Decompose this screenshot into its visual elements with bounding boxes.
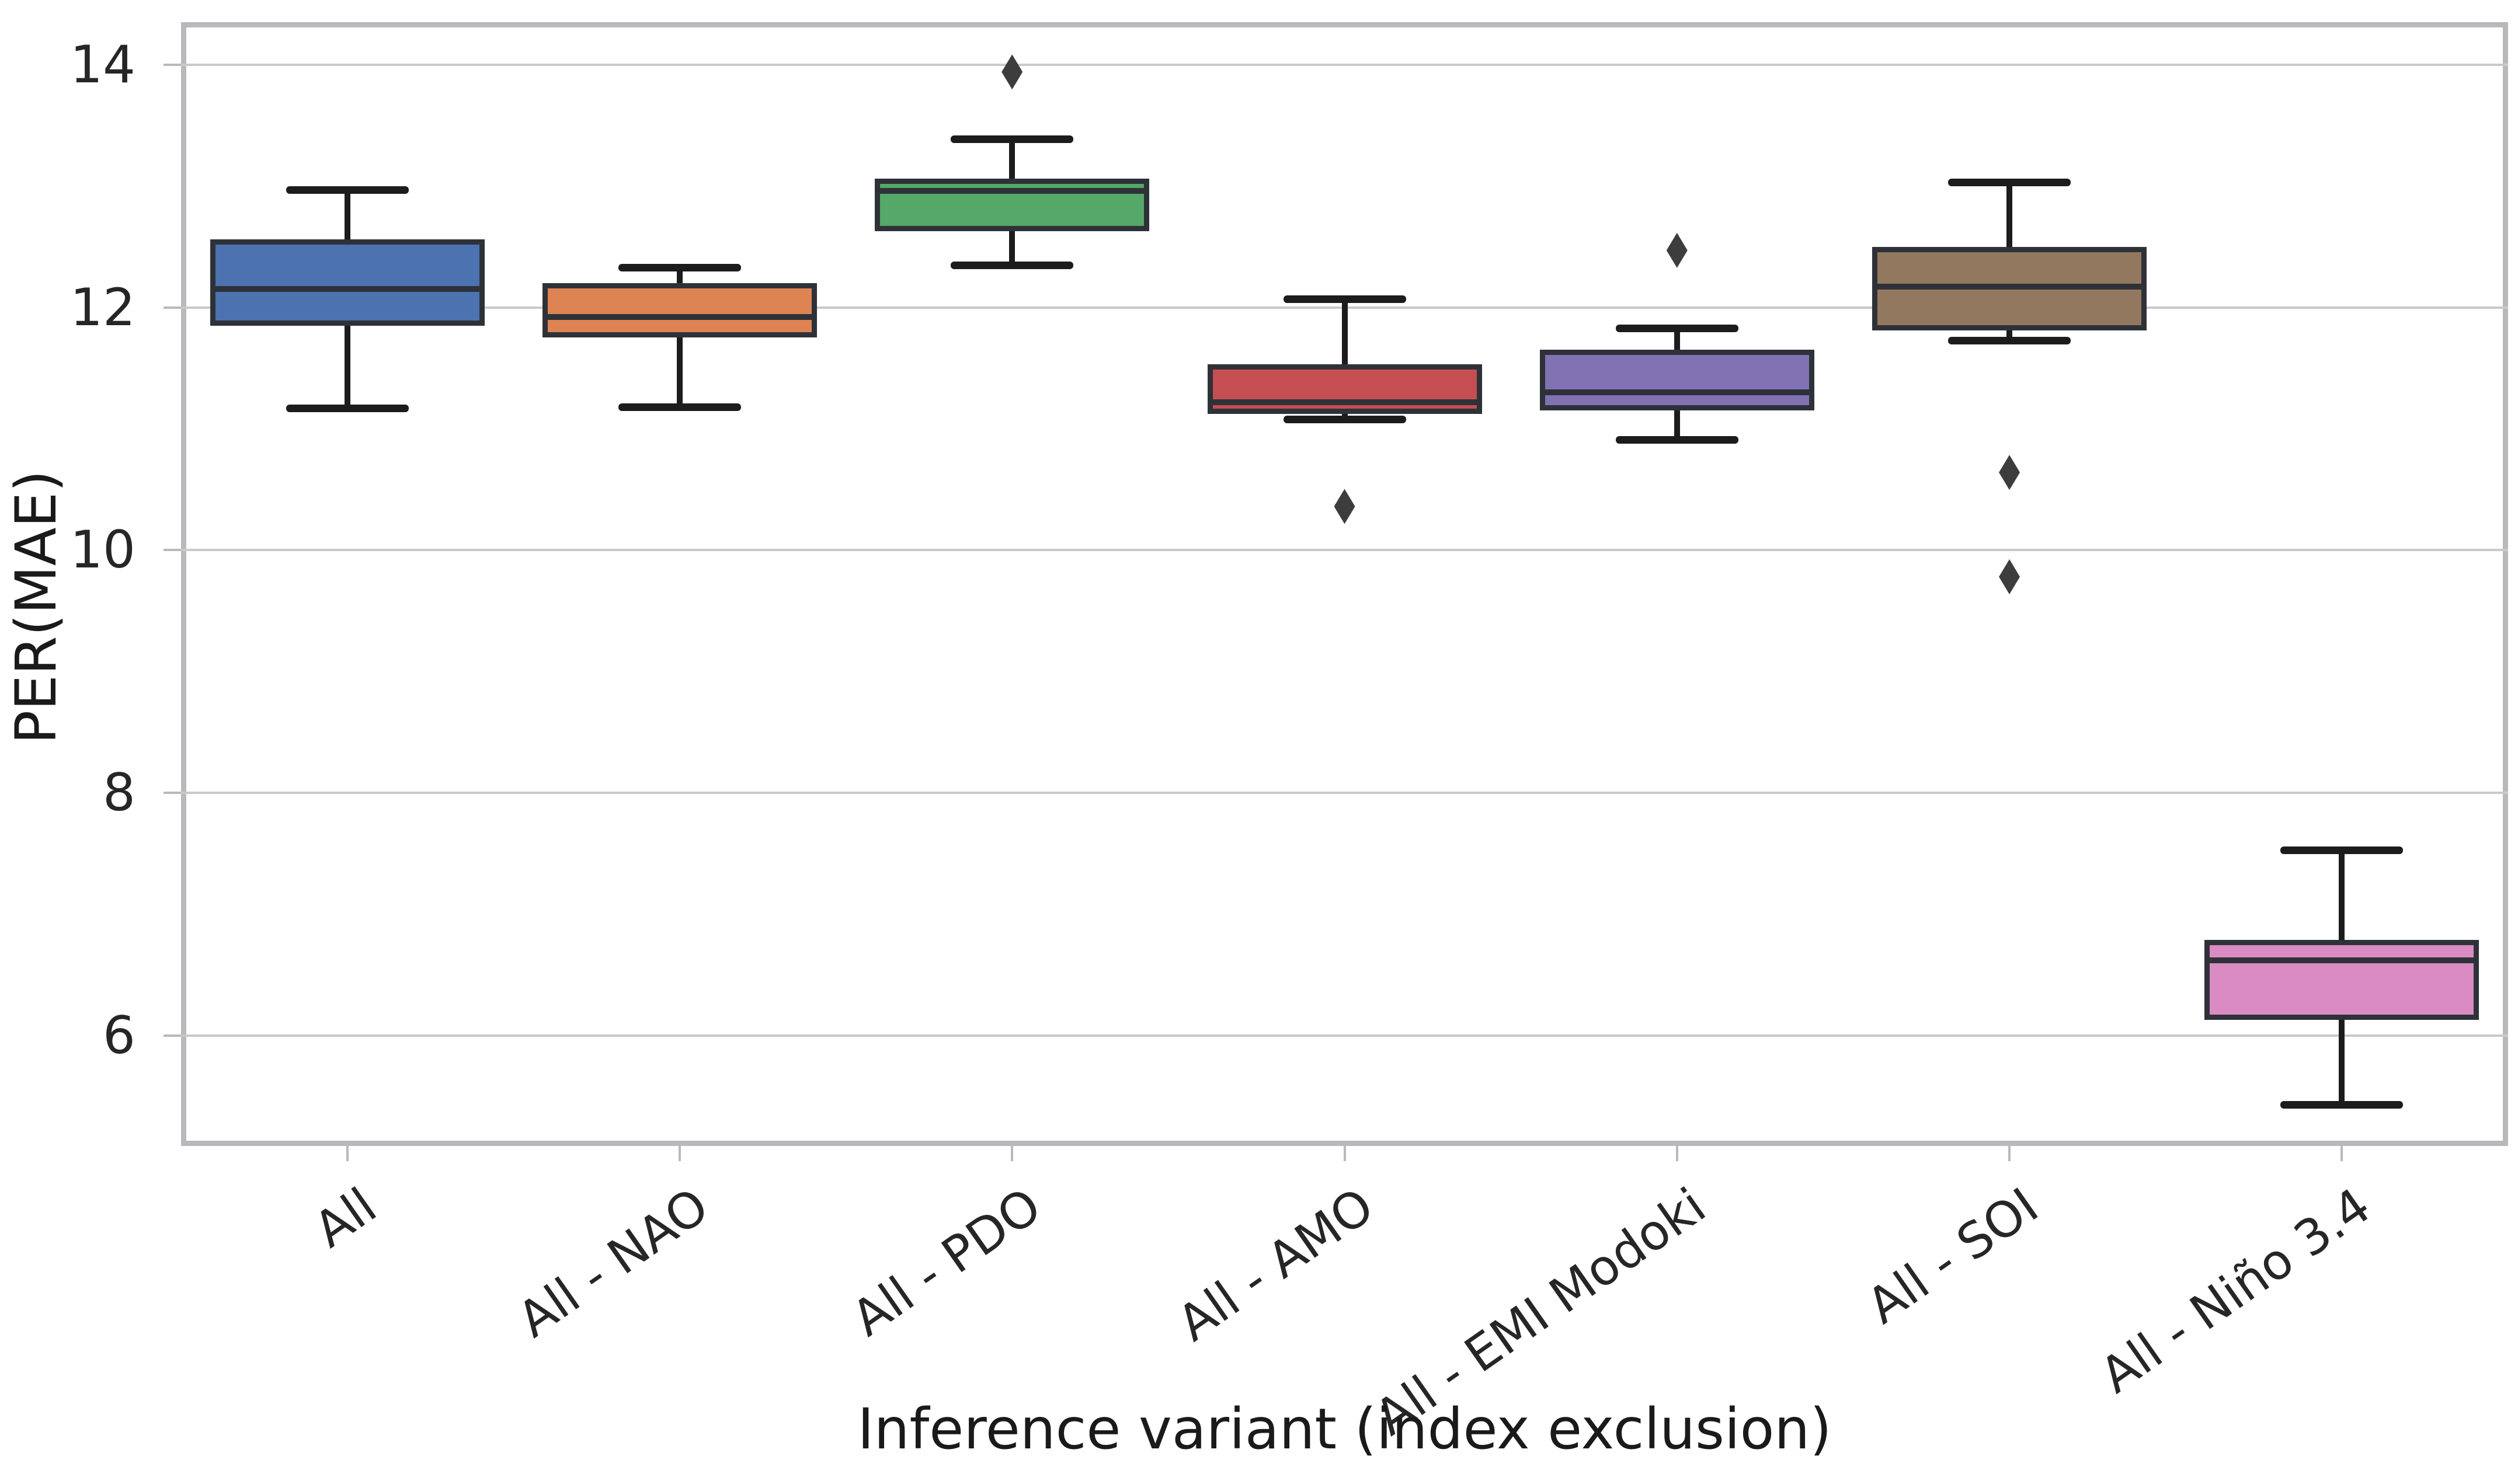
- outlier-diamond: [1999, 455, 2020, 490]
- whisker-stem-upper: [1009, 138, 1015, 179]
- median-line: [542, 314, 817, 321]
- x-tickmark: [1011, 1146, 1014, 1161]
- whisker-cap-lower: [286, 405, 409, 413]
- outlier-diamond: [1001, 54, 1023, 90]
- y-tickmark: [164, 306, 181, 309]
- plot-border: [181, 22, 2508, 1146]
- median-line: [2204, 957, 2479, 963]
- x-tickmark: [346, 1146, 349, 1161]
- whisker-cap-lower: [1948, 336, 2071, 344]
- x-tick-label: All - NAO: [507, 1176, 719, 1349]
- y-tick-label: 6: [103, 1005, 135, 1065]
- whisker-cap-lower: [618, 403, 741, 411]
- gridline: [181, 549, 2508, 552]
- whisker-stem-lower: [2339, 1019, 2345, 1105]
- whisker-cap-lower: [2280, 1101, 2404, 1109]
- whisker-cap-upper: [951, 135, 1074, 143]
- box: [875, 179, 1150, 231]
- median-line: [1872, 284, 2147, 290]
- x-tick-label: All - AMO: [1167, 1176, 1384, 1353]
- median-line: [210, 286, 485, 292]
- whisker-stem-lower: [2006, 330, 2013, 340]
- whisker-stem-upper: [1341, 298, 1348, 365]
- x-tickmark: [1675, 1146, 1678, 1161]
- median-line: [1539, 389, 1814, 396]
- median-line: [1207, 399, 1482, 405]
- y-tickmark: [164, 1034, 181, 1037]
- gridline: [181, 63, 2508, 66]
- whisker-stem-lower: [1009, 231, 1015, 265]
- whisker-cap-lower: [951, 261, 1074, 269]
- whisker-cap-lower: [1283, 415, 1406, 423]
- x-tickmark: [1343, 1146, 1346, 1161]
- box: [210, 239, 485, 326]
- whisker-stem-lower: [344, 325, 350, 409]
- whisker-cap-upper: [286, 186, 409, 194]
- whisker-stem-upper: [2006, 182, 2013, 247]
- whisker-cap-upper: [618, 263, 741, 271]
- box: [1539, 350, 1814, 411]
- whisker-stem-upper: [2339, 849, 2345, 940]
- box: [542, 283, 817, 338]
- x-tick-label: All: [303, 1176, 387, 1259]
- outlier-diamond: [1666, 232, 1688, 268]
- box: [1207, 364, 1482, 414]
- whisker-cap-upper: [1615, 324, 1738, 332]
- whisker-stem-lower: [676, 337, 683, 407]
- median-line: [875, 187, 1150, 194]
- x-tick-label: All - SOI: [1856, 1176, 2049, 1335]
- gridline: [181, 792, 2508, 795]
- whisker-stem-upper: [1674, 328, 1680, 350]
- x-tickmark: [678, 1146, 681, 1161]
- x-tick-label: All - Niño 3.4: [2090, 1176, 2381, 1405]
- x-tickmark: [2340, 1146, 2343, 1161]
- y-tickmark: [164, 63, 181, 66]
- outlier-diamond: [1334, 489, 1355, 524]
- whisker-cap-upper: [1283, 295, 1406, 303]
- y-tick-label: 12: [70, 277, 135, 337]
- whisker-cap-upper: [1948, 179, 2071, 187]
- y-tickmark: [164, 792, 181, 795]
- box: [2204, 939, 2479, 1020]
- x-tickmark: [2008, 1146, 2011, 1161]
- y-tick-label: 14: [70, 34, 135, 95]
- whisker-stem-upper: [344, 189, 350, 240]
- whisker-stem-lower: [1674, 410, 1680, 440]
- y-tick-label: 8: [103, 762, 135, 823]
- whisker-cap-lower: [1615, 436, 1738, 444]
- y-tickmark: [164, 549, 181, 552]
- gridline: [181, 1034, 2508, 1037]
- outlier-diamond: [1999, 559, 2020, 595]
- whisker-cap-upper: [2280, 846, 2404, 854]
- x-axis-label: Inference variant (index exclusion): [857, 1396, 1832, 1462]
- y-tick-label: 10: [70, 520, 135, 580]
- x-tick-label: All - PDO: [841, 1176, 1052, 1347]
- whisker-stem-upper: [676, 267, 683, 283]
